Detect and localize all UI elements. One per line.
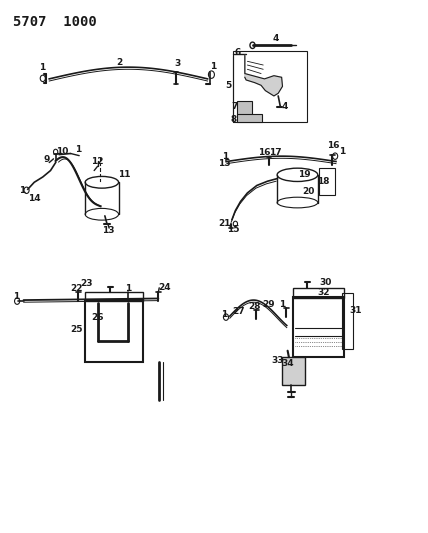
Polygon shape	[245, 55, 282, 96]
Text: 24: 24	[158, 284, 171, 292]
Bar	[293, 297, 344, 357]
Bar	[237, 101, 252, 115]
Text: 4: 4	[273, 34, 279, 43]
Text: 16: 16	[258, 148, 270, 157]
Text: 1: 1	[339, 148, 345, 156]
Text: 1: 1	[39, 63, 45, 72]
Text: 16: 16	[327, 141, 339, 150]
Text: 9: 9	[44, 156, 50, 164]
Text: 17: 17	[269, 148, 282, 157]
Text: 28: 28	[248, 302, 261, 311]
Text: 27: 27	[232, 308, 245, 316]
Text: 22: 22	[70, 285, 83, 293]
Bar	[293, 288, 344, 298]
Text: 1: 1	[210, 62, 216, 70]
Text: 5707  1000: 5707 1000	[13, 15, 97, 29]
Text: 15: 15	[227, 225, 240, 234]
Text: 32: 32	[317, 288, 330, 296]
Text: 21: 21	[218, 220, 231, 228]
Text: 33: 33	[271, 356, 284, 365]
Text: 15: 15	[217, 159, 230, 167]
Text: 19: 19	[297, 171, 310, 179]
Text: 20: 20	[302, 188, 314, 196]
Text: 29: 29	[262, 301, 275, 309]
Text: 10: 10	[56, 148, 68, 156]
Bar	[85, 292, 143, 301]
Text: 18: 18	[317, 177, 330, 185]
Text: 1: 1	[125, 285, 131, 293]
Text: 34: 34	[281, 359, 294, 368]
Text: 2: 2	[116, 59, 122, 67]
Text: 1: 1	[222, 152, 228, 161]
Bar	[342, 293, 353, 349]
Text: 12: 12	[91, 157, 104, 166]
Text: 1: 1	[221, 310, 227, 319]
Text: 1: 1	[19, 186, 25, 195]
Text: 14: 14	[28, 194, 41, 203]
Bar	[85, 300, 143, 362]
Bar	[237, 114, 262, 122]
Text: 3: 3	[175, 60, 181, 68]
Text: 1: 1	[75, 145, 81, 154]
Text: 25: 25	[70, 325, 83, 334]
Text: 23: 23	[80, 279, 93, 288]
Text: 11: 11	[118, 171, 131, 179]
Text: 13: 13	[101, 226, 114, 235]
Text: 30: 30	[319, 278, 331, 287]
Text: 1: 1	[279, 301, 285, 309]
Text: 6: 6	[235, 48, 241, 56]
Circle shape	[250, 42, 255, 49]
Bar	[233, 51, 307, 122]
Text: 8: 8	[231, 115, 237, 124]
Text: 5: 5	[226, 81, 232, 90]
Text: 1: 1	[13, 293, 19, 301]
Text: 31: 31	[350, 306, 363, 314]
Text: 7: 7	[231, 102, 237, 111]
Bar	[282, 357, 305, 385]
Text: 26: 26	[91, 313, 104, 321]
Text: 4: 4	[282, 102, 288, 111]
Bar	[319, 168, 335, 195]
